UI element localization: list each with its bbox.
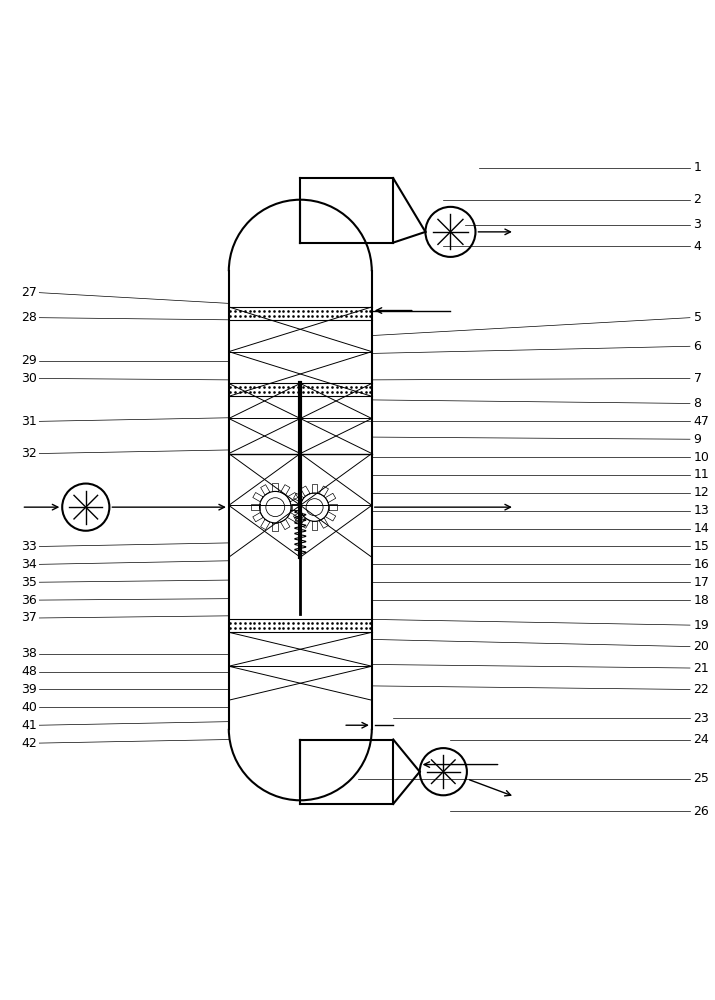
Text: 7: 7 (694, 372, 701, 385)
Text: 38: 38 (21, 647, 37, 660)
Text: 26: 26 (694, 805, 709, 818)
Text: 9: 9 (694, 433, 701, 446)
Text: 16: 16 (694, 558, 709, 571)
Text: 21: 21 (694, 662, 709, 675)
Text: 5: 5 (694, 311, 701, 324)
Text: 23: 23 (694, 712, 709, 725)
Text: 35: 35 (21, 576, 37, 589)
Text: 25: 25 (694, 772, 709, 785)
Text: 8: 8 (694, 397, 701, 410)
Text: 47: 47 (694, 415, 709, 428)
Text: 36: 36 (21, 594, 37, 607)
Text: 12: 12 (694, 486, 709, 499)
Text: 39: 39 (21, 683, 37, 696)
Text: 19: 19 (694, 619, 709, 632)
Text: 37: 37 (21, 611, 37, 624)
Text: 34: 34 (21, 558, 37, 571)
Text: 14: 14 (694, 522, 709, 535)
Text: 28: 28 (21, 311, 37, 324)
Text: 32: 32 (21, 447, 37, 460)
Text: 20: 20 (694, 640, 709, 653)
Text: 1: 1 (694, 161, 701, 174)
Text: 22: 22 (694, 683, 709, 696)
Text: 42: 42 (21, 737, 37, 750)
Text: 17: 17 (694, 576, 709, 589)
Text: 18: 18 (694, 594, 709, 607)
Text: 40: 40 (21, 701, 37, 714)
Text: 41: 41 (21, 719, 37, 732)
Text: 11: 11 (694, 468, 709, 481)
Text: 24: 24 (694, 733, 709, 746)
Text: 33: 33 (21, 540, 37, 553)
Text: 4: 4 (694, 240, 701, 253)
Text: 13: 13 (694, 504, 709, 517)
Text: 30: 30 (21, 372, 37, 385)
Text: 15: 15 (694, 540, 709, 553)
Text: 29: 29 (21, 354, 37, 367)
Text: 2: 2 (694, 193, 701, 206)
Text: 3: 3 (694, 218, 701, 231)
Text: 48: 48 (21, 665, 37, 678)
Text: 27: 27 (21, 286, 37, 299)
Text: 31: 31 (21, 415, 37, 428)
Text: 10: 10 (694, 451, 709, 464)
Text: 6: 6 (694, 340, 701, 353)
